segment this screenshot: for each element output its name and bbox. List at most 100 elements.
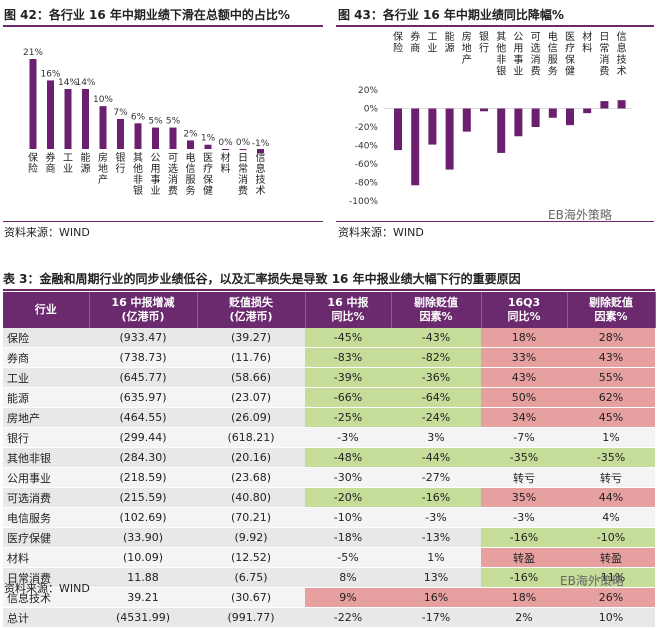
table-row: 能源 (635.97) (23.07) -66% -64% 50% 62% <box>3 387 655 408</box>
table-cell: (11.76) <box>197 347 305 368</box>
table3-top-rule <box>3 289 655 291</box>
svg-text:费: 费 <box>531 65 541 78</box>
chart43-ytick-2: -20% <box>355 123 379 133</box>
svg-text:医: 医 <box>565 31 575 43</box>
table3-watermark: EB海外策略 <box>560 574 624 588</box>
svg-text:材: 材 <box>221 151 231 164</box>
svg-text:行: 行 <box>479 42 489 55</box>
svg-text:费: 费 <box>599 65 609 78</box>
svg-text:银: 银 <box>133 184 143 197</box>
table-cell: 转盈 <box>567 547 655 568</box>
chart43-ytick-1: 0% <box>364 105 379 115</box>
chart43-source: 资料来源：WIND <box>338 226 424 239</box>
svg-text:用: 用 <box>513 44 523 55</box>
chart42-category-10: 医疗保健 <box>203 152 213 197</box>
table-cell: 2% <box>481 607 567 628</box>
chart42-value-label-7: 5% <box>148 117 163 127</box>
svg-text:料: 料 <box>221 162 231 175</box>
chart42-value-label-0: 21% <box>23 48 43 58</box>
chart43-category-12: 日常消费 <box>599 32 609 78</box>
table3: 行业 16 中报增减 (亿港币) 贬值损失 (亿港币) 16 中报 同比% 剔除贬值 因素% 16… <box>3 292 656 628</box>
svg-text:险: 险 <box>28 162 38 175</box>
table-cell: (40.80) <box>197 487 305 508</box>
table-row: 信息技术 39.21 (30.67) 9% 16% 18% 26% <box>3 587 655 608</box>
chart42-bar-4 <box>99 106 107 149</box>
table-cell: -13% <box>391 527 481 548</box>
chart42-bar-11 <box>222 149 229 150</box>
table-cell: 转亏 <box>567 467 655 488</box>
table-row-industry: 银行 <box>3 427 89 448</box>
table-cell: 4% <box>567 507 655 528</box>
chart43-bar-9 <box>548 108 557 118</box>
chart42-category-5: 银行 <box>116 151 126 175</box>
table3-header-line: (亿港币) <box>121 310 165 323</box>
svg-text:常: 常 <box>599 42 609 55</box>
svg-text:消: 消 <box>238 173 248 186</box>
chart43-category-7: 公用事业 <box>513 32 523 78</box>
svg-text:地: 地 <box>98 162 108 175</box>
svg-text:源: 源 <box>81 162 91 175</box>
svg-text:他: 他 <box>133 162 143 175</box>
chart43-ytick-3: -40% <box>355 142 379 152</box>
svg-text:事: 事 <box>151 173 161 186</box>
table-cell: (9.92) <box>197 527 305 548</box>
chart43-watermark: EB海外策略 <box>548 208 612 222</box>
chart43-bar-6 <box>497 108 506 153</box>
chart43-ytick-4: -60% <box>355 160 379 170</box>
table-cell: (738.73) <box>89 347 197 368</box>
chart42-value-label-12: 0% <box>236 138 251 148</box>
svg-text:费: 费 <box>238 184 248 197</box>
chart43-category-5: 银行 <box>479 30 489 55</box>
table3-header-line: 同比% <box>507 310 541 323</box>
table-cell: -7% <box>481 427 567 448</box>
svg-text:业: 业 <box>513 66 523 78</box>
svg-text:产: 产 <box>98 173 108 186</box>
chart43-category-0: 保险 <box>393 30 403 55</box>
svg-text:公: 公 <box>513 32 523 43</box>
chart43-category-13: 信息技术 <box>617 31 627 78</box>
chart42-bar-10 <box>204 144 212 149</box>
table-row: 日常消费 11.88 (6.75) 8% 13% -16% -11% <box>3 567 655 588</box>
svg-text:业: 业 <box>63 163 73 175</box>
chart42-category-8: 可选消费 <box>168 153 178 197</box>
table3-header-line: 16Q3 <box>507 296 541 309</box>
svg-text:公: 公 <box>151 153 161 164</box>
svg-text:电: 电 <box>186 151 196 164</box>
svg-text:产: 产 <box>462 53 472 66</box>
svg-text:医: 医 <box>203 152 213 164</box>
table-cell: -44% <box>391 447 481 468</box>
table-cell: 9% <box>305 587 391 608</box>
table3-title: 表 3：金融和周期行业的同步业绩低谷，以及汇率损失是导致 16 年中报业绩大幅下… <box>3 272 521 286</box>
svg-text:疗: 疗 <box>203 162 213 175</box>
svg-text:电: 电 <box>548 30 558 43</box>
table-cell: 35% <box>481 487 567 508</box>
table-cell: -16% <box>391 487 481 508</box>
chart43-category-8: 可选消费 <box>531 32 541 78</box>
svg-text:服: 服 <box>548 54 558 66</box>
svg-text:行: 行 <box>116 162 126 175</box>
svg-text:房: 房 <box>462 30 472 43</box>
table-cell: (464.55) <box>89 407 197 428</box>
chart42-value-label-5: 7% <box>113 108 128 118</box>
table3-header-0: 行业 <box>3 292 90 328</box>
table-cell: -5% <box>305 547 391 568</box>
svg-text:消: 消 <box>599 53 609 66</box>
chart42-top-rule <box>3 25 323 27</box>
table-cell: (33.90) <box>89 527 197 548</box>
table-cell: 转盈 <box>481 547 567 568</box>
svg-text:银: 银 <box>496 65 506 78</box>
table-row-industry: 保险 <box>3 328 89 348</box>
chart43-category-3: 能源 <box>445 30 455 55</box>
table-cell: -66% <box>305 387 391 408</box>
table-cell: (299.44) <box>89 427 197 448</box>
chart43-bar-11 <box>583 108 592 114</box>
svg-text:料: 料 <box>582 42 592 55</box>
svg-text:源: 源 <box>445 42 455 55</box>
table-row: 材料 (10.09) (12.52) -5% 1% 转盈 转盈 <box>3 547 655 568</box>
table3-source: 资料来源：WIND <box>4 582 90 595</box>
chart42-bar-1 <box>47 80 54 149</box>
chart42-bar-0 <box>29 59 37 149</box>
table-cell: -10% <box>567 527 655 548</box>
chart43-bar-0 <box>394 108 402 151</box>
svg-text:险: 险 <box>393 42 403 55</box>
